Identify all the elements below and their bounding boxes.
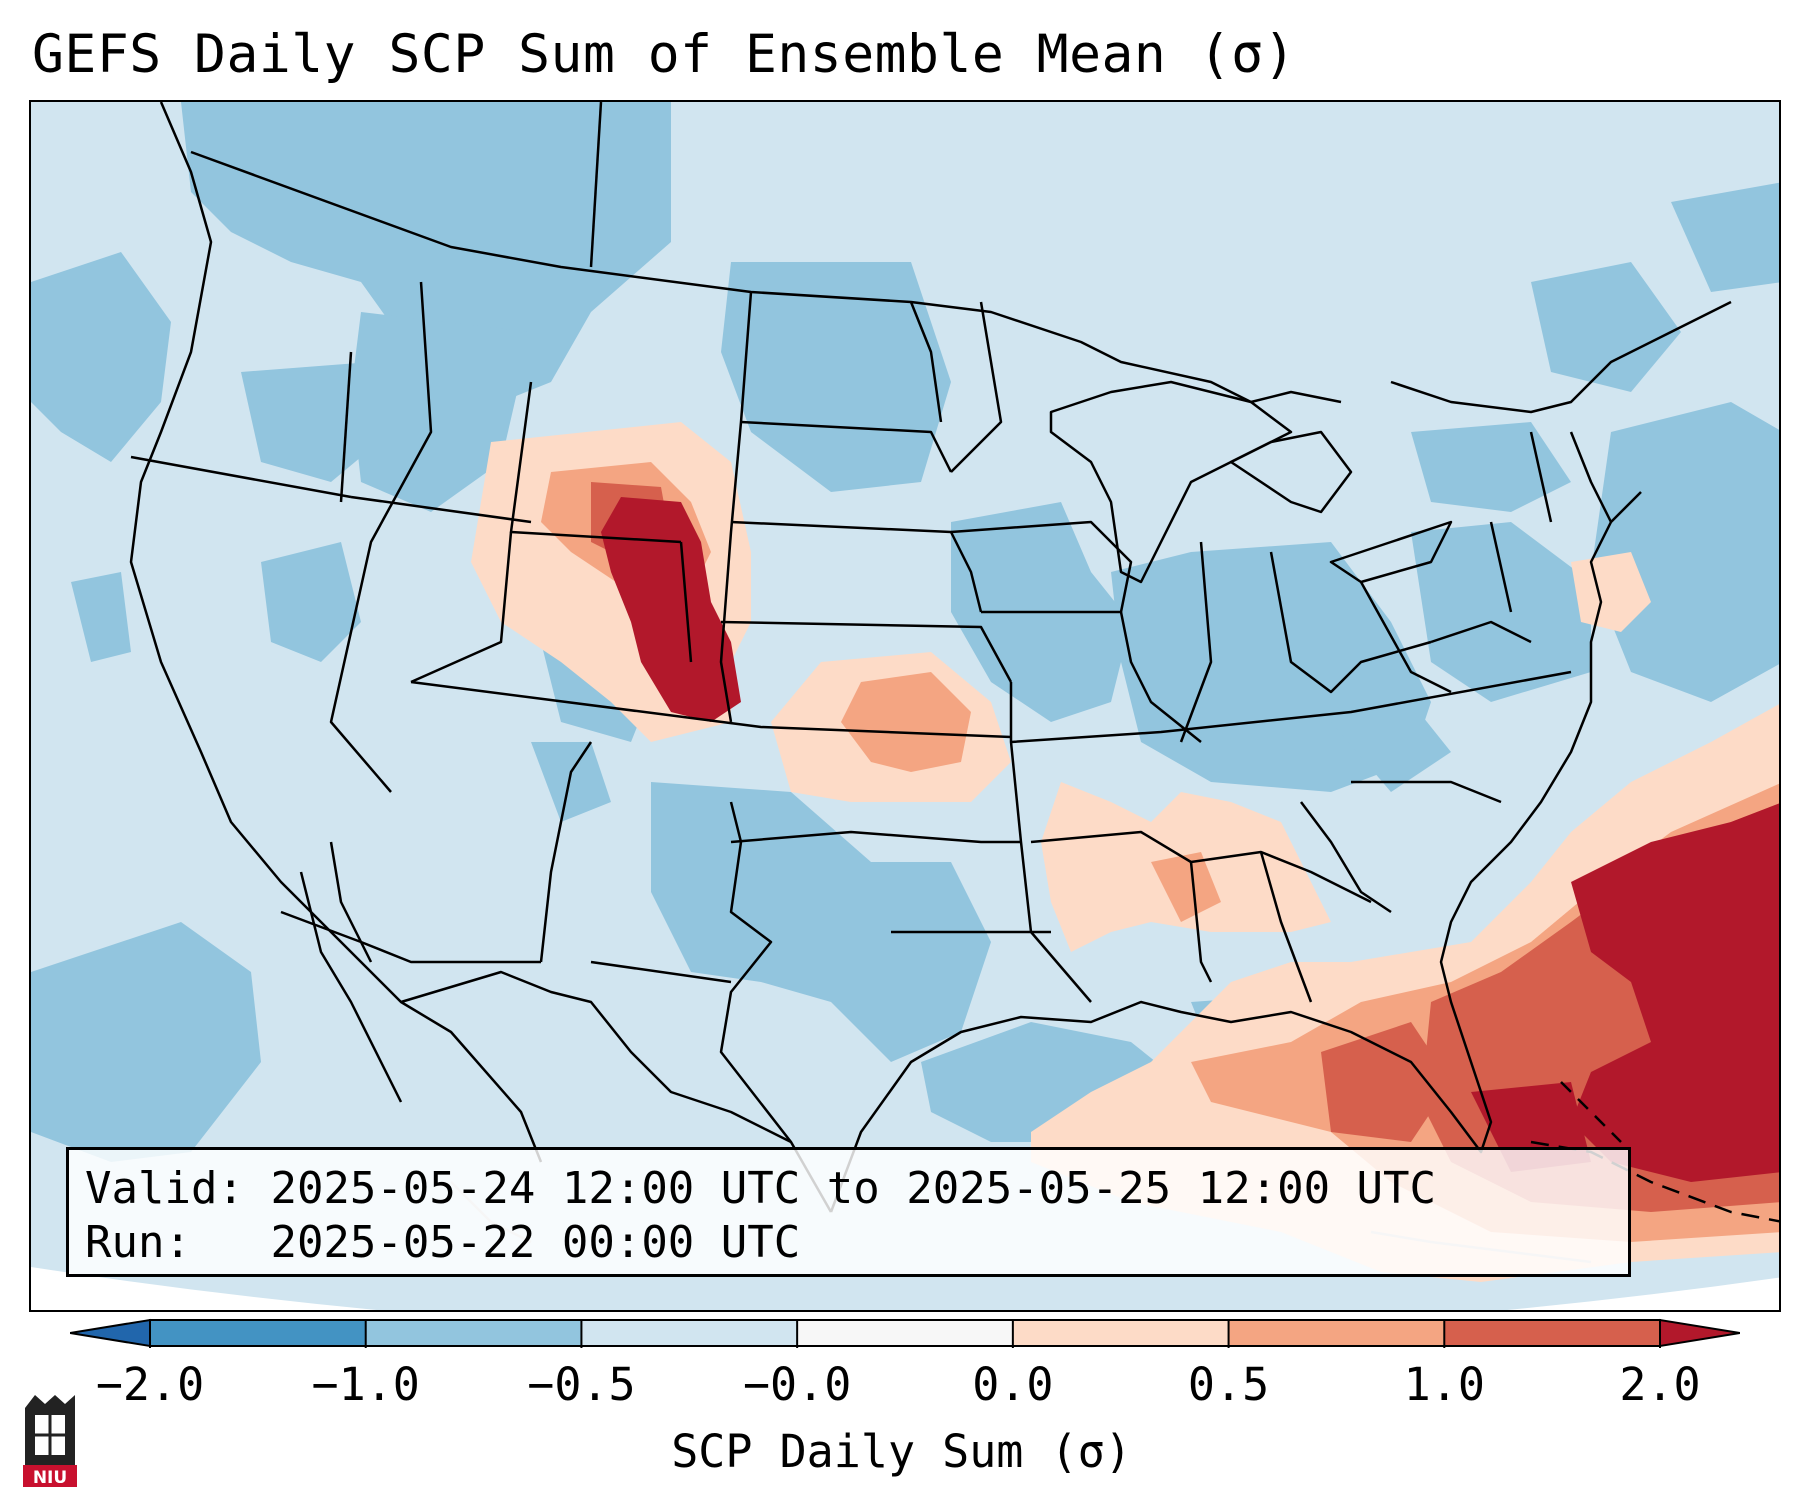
- map-svg: [31, 102, 1779, 1310]
- chart-title: GEFS Daily SCP Sum of Ensemble Mean (σ): [32, 24, 1296, 85]
- map-borders: [129, 102, 1779, 1223]
- svg-text:NIU: NIU: [33, 1468, 67, 1488]
- colorbar: [70, 1318, 1740, 1348]
- colorbar-tick-label: −1.0: [311, 1358, 420, 1411]
- colorbar-tick-label: 0.0: [972, 1358, 1054, 1411]
- valid-value: 2025-05-24 12:00 UTC to 2025-05-25 12:00…: [270, 1163, 1437, 1214]
- colorbar-under-arrow: [70, 1318, 151, 1348]
- projection-edge: [31, 1267, 1779, 1310]
- colorbar-tick-label: −0.0: [742, 1358, 852, 1411]
- colorbar-label: SCP Daily Sum (σ): [671, 1425, 1132, 1478]
- colorbar-tick-label: 1.0: [1403, 1358, 1485, 1411]
- colorbar-bin: [1012, 1320, 1230, 1346]
- colorbar-tick-label: −0.5: [527, 1358, 636, 1411]
- valid-label: Valid:: [85, 1163, 244, 1214]
- colorbar-bin: [797, 1320, 1014, 1346]
- colorbar-tick-label: 2.0: [1619, 1358, 1701, 1411]
- colorbar-bin: [365, 1320, 582, 1346]
- colorbar-ticks: [149, 1320, 1661, 1348]
- colorbar-bin: [581, 1320, 798, 1346]
- colorbar-tick-label: −2.0: [95, 1358, 205, 1411]
- colorbar-bin: [1228, 1320, 1445, 1346]
- niu-logo: NIU: [23, 1395, 77, 1488]
- map-panel: [29, 100, 1781, 1312]
- run-value: 2025-05-22 00:00 UTC: [270, 1217, 801, 1268]
- colorbar-tick-label: 0.5: [1187, 1358, 1270, 1411]
- colorbar-bins: [149, 1319, 1661, 1347]
- validity-info-box: Valid: 2025-05-24 12:00 UTC to 2025-05-2…: [66, 1147, 1631, 1277]
- colorbar-over-arrow: [1659, 1318, 1740, 1348]
- colorbar-bin: [1444, 1320, 1661, 1346]
- colorbar-bin: [150, 1320, 367, 1346]
- run-label: Run:: [85, 1217, 191, 1268]
